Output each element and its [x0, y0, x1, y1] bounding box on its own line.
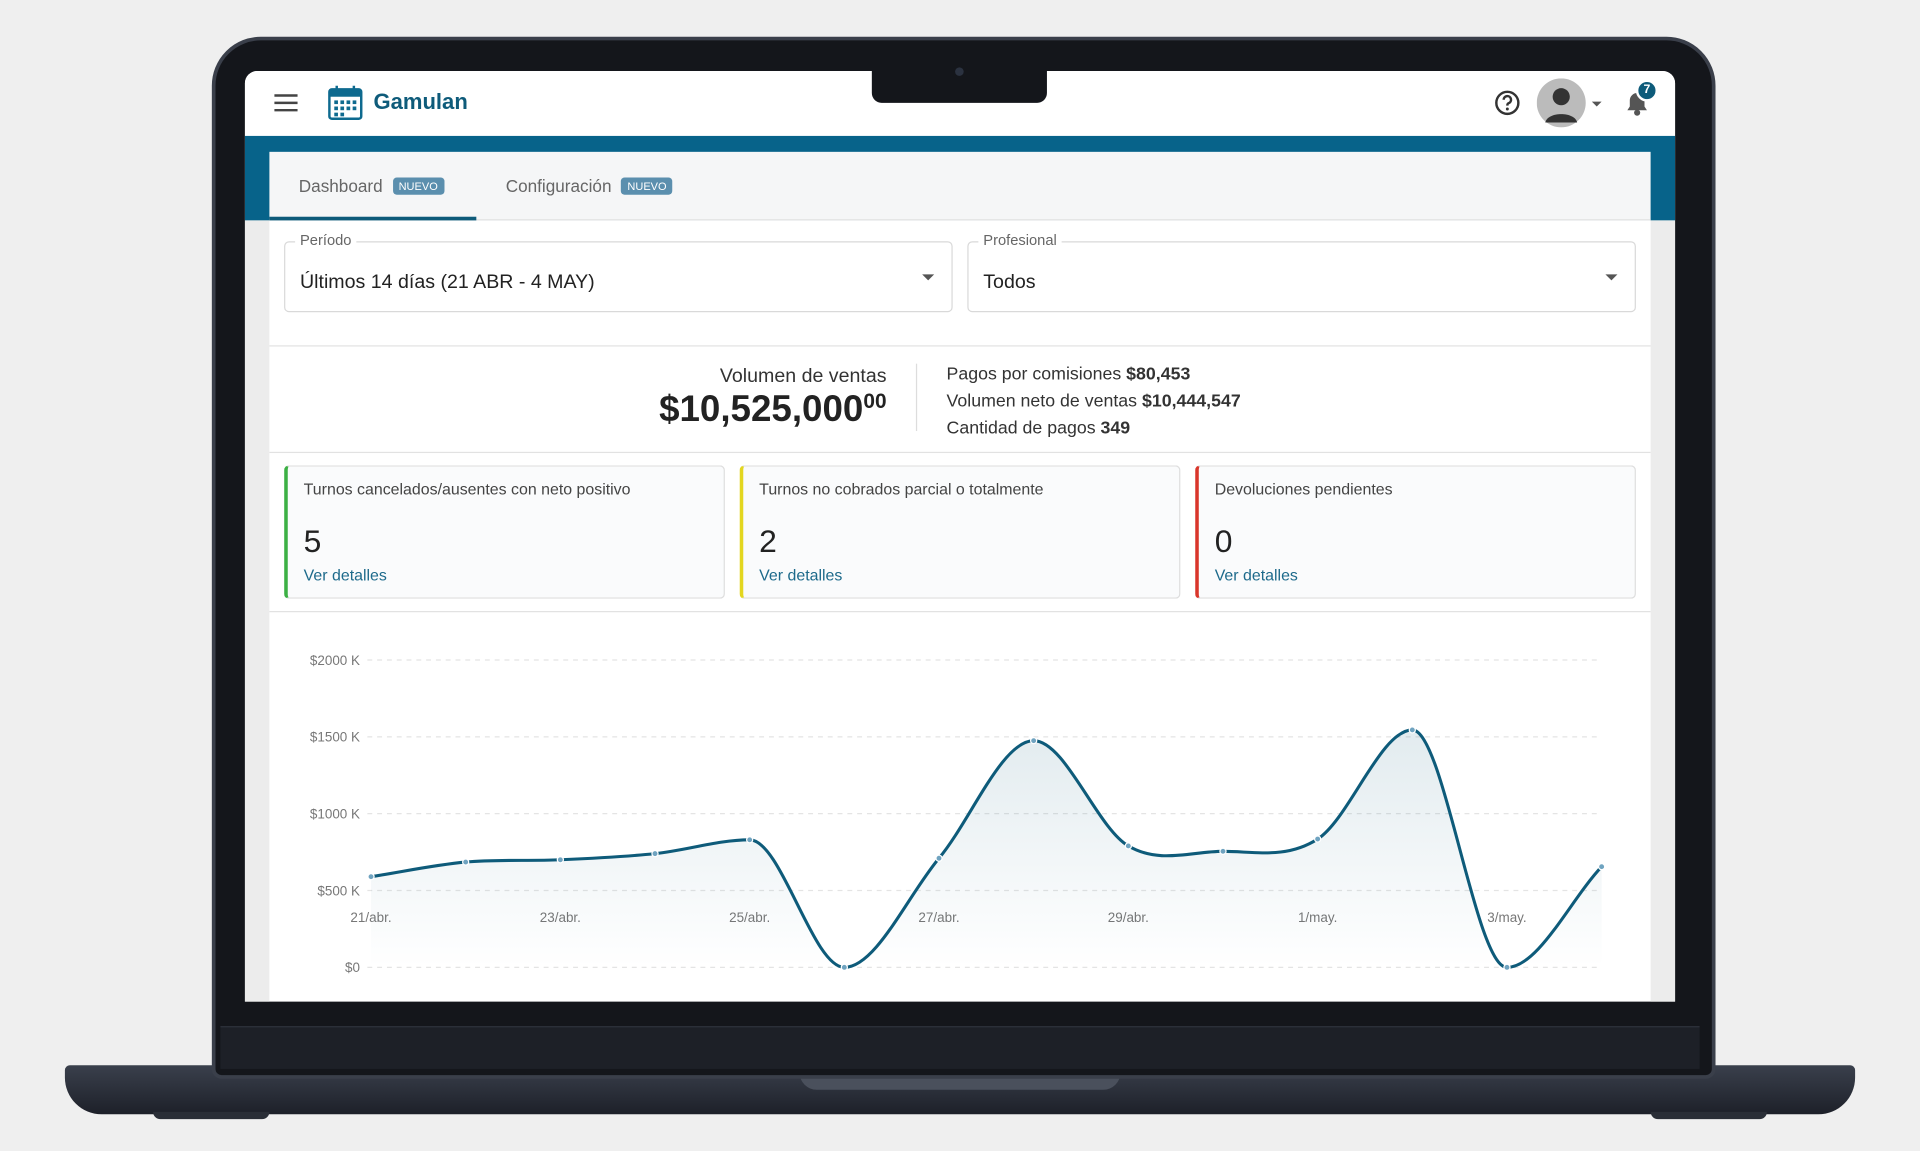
y-tick-label: $1000 K: [310, 807, 360, 822]
tab-badge: NUEVO: [392, 177, 444, 195]
detail-value: $10,444,547: [1141, 391, 1241, 412]
active-tab-indicator: [269, 216, 477, 221]
summary-title: Volumen de ventas: [719, 366, 887, 387]
detail-value: $80,453: [1126, 364, 1191, 385]
data-point: [1219, 847, 1227, 855]
professional-select[interactable]: Profesional Todos: [967, 231, 1636, 313]
detail-label: Cantidad de pagos: [946, 418, 1096, 439]
card-title: Turnos no cobrados parcial o totalmente: [759, 480, 1044, 499]
alert-card: Turnos cancelados/ausentes con neto posi…: [284, 465, 725, 599]
sales-chart: $0$500 K$1000 K$1500 K$2000 K21/abr.23/a…: [310, 653, 1606, 975]
card-link[interactable]: Ver detalles: [303, 565, 387, 585]
x-tick-label: 3/may.: [1487, 910, 1526, 925]
field-value: Todos: [983, 271, 1036, 293]
tab-bar: [269, 151, 1651, 221]
notification-badge: 7: [1635, 79, 1658, 102]
data-point: [840, 963, 849, 972]
detail-row: Cantidad de pagos 349: [947, 415, 1241, 442]
user-avatar[interactable]: [1536, 78, 1606, 128]
y-tick-label: $2000 K: [310, 653, 360, 668]
brand-name: Gamulan: [373, 89, 468, 114]
menu-button[interactable]: [274, 93, 298, 113]
tab[interactable]: Dashboard NUEVO: [299, 176, 444, 196]
card-link[interactable]: Ver detalles: [1214, 565, 1298, 585]
amount: $10,525,000: [659, 389, 864, 430]
card-count: 0: [1214, 522, 1233, 560]
alert-card: Devoluciones pendientes 0 Ver detalles: [1195, 465, 1636, 599]
y-tick-label: $1500 K: [310, 730, 360, 745]
card-count: 2: [759, 522, 777, 560]
dropdown-arrow: [922, 274, 935, 281]
period-select[interactable]: Período Últimos 14 días (21 ABR - 4 MAY): [284, 231, 953, 313]
data-point: [1408, 726, 1416, 734]
card-count: 5: [303, 522, 322, 560]
detail-row: Volumen neto de ventas $10,444,547: [947, 388, 1241, 415]
data-point: [1503, 963, 1511, 972]
detail-label: Volumen neto de ventas: [946, 391, 1138, 412]
foot: [153, 1111, 270, 1120]
side-gutter: [244, 220, 270, 1002]
field-label: Período: [295, 231, 357, 249]
alert-card: Turnos no cobrados parcial o totalmente 2…: [739, 465, 1181, 599]
camera: [955, 67, 964, 76]
y-tick-label: $0: [345, 960, 360, 975]
tab-label: Dashboard: [298, 176, 383, 196]
line: [370, 728, 1603, 969]
detail-label: Pagos por comisiones: [946, 364, 1122, 385]
detail-value: 349: [1100, 418, 1131, 439]
data-point: [556, 856, 565, 864]
help-button[interactable]: [1494, 89, 1521, 116]
laptop-chin: [220, 1026, 1700, 1069]
card-link[interactable]: Ver detalles: [759, 565, 843, 585]
logo-icon: [328, 85, 363, 121]
side-gutter: [1650, 220, 1676, 1002]
summary-divider: [915, 363, 918, 432]
data-point: [462, 858, 470, 866]
y-tick-label: $500 K: [317, 883, 360, 898]
tab-badge: NUEVO: [621, 177, 673, 195]
divider: [269, 345, 1651, 347]
data-point: [935, 854, 943, 862]
divider: [269, 611, 1651, 613]
field-label: Profesional: [978, 231, 1062, 249]
tab-label: Configuración: [505, 176, 612, 196]
dropdown-arrow: [1605, 274, 1618, 281]
detail-row: Pagos por comisiones $80,453: [947, 361, 1241, 388]
line-area: [371, 729, 1602, 968]
data-point: [1597, 863, 1606, 871]
foot: [1650, 1111, 1767, 1120]
card-title: Devoluciones pendientes: [1214, 480, 1393, 499]
data-point: [1029, 737, 1038, 745]
summary-amount: $10,525,00000: [659, 389, 886, 431]
data-point: [367, 873, 375, 881]
field-value: Últimos 14 días (21 ABR - 4 MAY): [300, 271, 595, 293]
data-point: [651, 849, 659, 858]
data-point: [1313, 835, 1322, 843]
camera-notch: [871, 71, 1047, 103]
summary-details: Pagos por comisiones $80,453 Volumen net…: [947, 361, 1241, 442]
data-point: [1124, 842, 1132, 850]
screen: Gamulan 7 Dashboard NUEVO Configuración NU…: [244, 71, 1676, 1002]
amount-cents: 00: [863, 389, 887, 413]
divider: [269, 451, 1651, 454]
card-title: Turnos cancelados/ausentes con neto posi…: [303, 480, 631, 499]
data-point: [745, 836, 754, 844]
tab[interactable]: Configuración NUEVO: [506, 176, 673, 196]
